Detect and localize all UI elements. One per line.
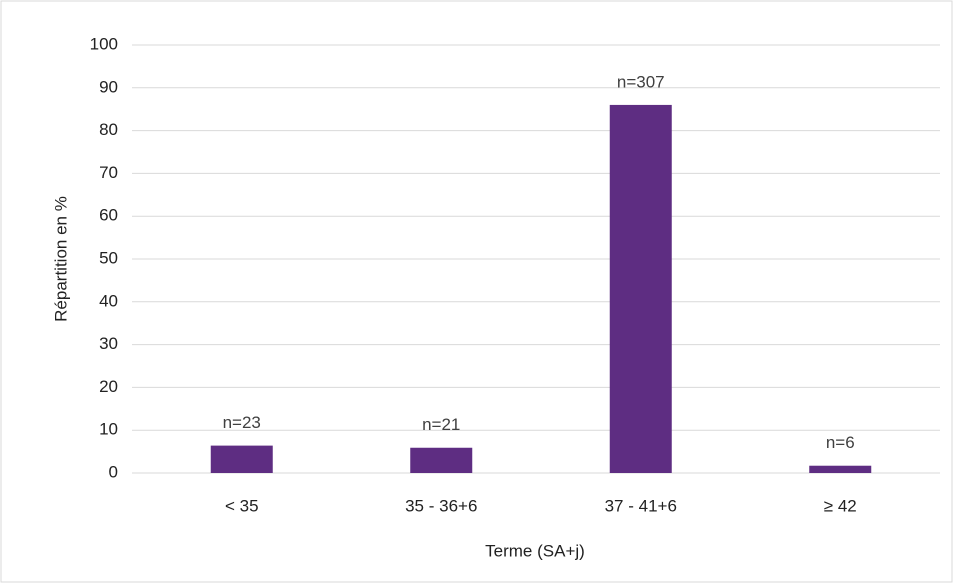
bar-annotation: n=307	[617, 72, 665, 91]
y-tick-label: 50	[99, 248, 118, 267]
x-tick-label: ≥ 42	[824, 496, 857, 515]
y-tick-label: 0	[109, 462, 118, 481]
x-tick-label: 35 - 36+6	[405, 496, 477, 515]
y-tick-label: 30	[99, 334, 118, 353]
y-tick-label: 60	[99, 206, 118, 225]
y-axis-title: Répartition en %	[51, 196, 70, 322]
y-tick-label: 100	[90, 34, 118, 53]
bar	[210, 445, 273, 473]
x-tick-label: 37 - 41+6	[605, 496, 677, 515]
bar	[609, 104, 672, 474]
y-tick-label: 20	[99, 377, 118, 396]
y-tick-label: 10	[99, 420, 118, 439]
y-tick-label: 90	[99, 77, 118, 96]
x-axis-title: Terme (SA+j)	[485, 541, 585, 560]
bar	[410, 447, 473, 473]
x-tick-label: < 35	[225, 496, 259, 515]
bar-annotation: n=6	[826, 433, 855, 452]
y-tick-label: 40	[99, 291, 118, 310]
bar	[809, 465, 872, 473]
bar-annotation: n=23	[223, 413, 261, 432]
bar-annotation: n=21	[422, 415, 460, 434]
y-tick-label: 70	[99, 163, 118, 182]
y-tick-label: 80	[99, 120, 118, 139]
